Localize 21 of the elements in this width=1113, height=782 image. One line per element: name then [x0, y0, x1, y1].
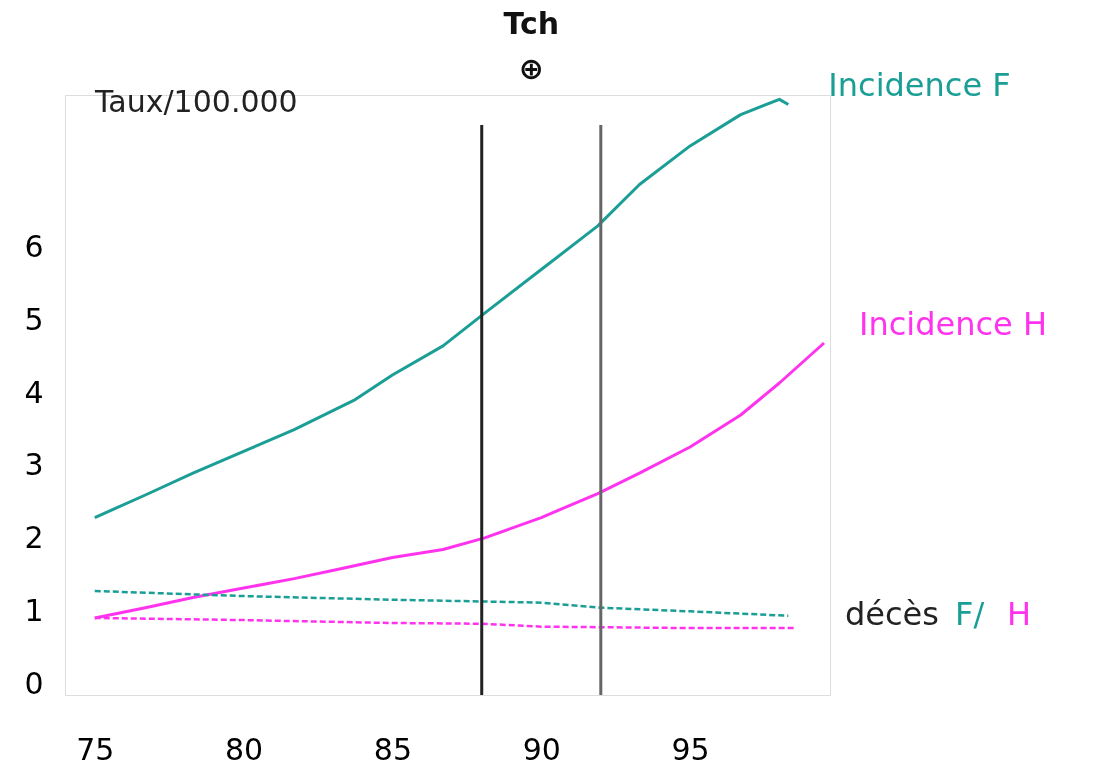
y-tick-label: 0	[24, 665, 44, 701]
y-tick-label: 4	[24, 374, 44, 410]
y-tick-label: 6	[24, 229, 44, 265]
series-label: Incidence F	[828, 66, 1011, 105]
y-tick-label: 3	[24, 447, 44, 483]
x-tick-label: 80	[225, 731, 264, 767]
line-series	[93, 589, 790, 617]
y-tick-label: 2	[24, 520, 44, 556]
y-axis-title: Taux/100.000	[94, 84, 298, 119]
text: F/	[955, 595, 985, 633]
x-tick-label: 95	[671, 731, 710, 767]
x-tick-label: 85	[373, 731, 413, 767]
y-tick-label: 5	[24, 301, 44, 337]
text: décès	[845, 595, 939, 633]
y-tick-label: 1	[24, 592, 44, 628]
text: Tch	[503, 6, 560, 41]
text: ⊕	[518, 51, 544, 86]
text: H	[1007, 595, 1032, 633]
x-tick-label: 75	[76, 731, 115, 767]
series-label: Incidence H	[859, 305, 1048, 343]
x-tick-label: 90	[522, 731, 561, 767]
